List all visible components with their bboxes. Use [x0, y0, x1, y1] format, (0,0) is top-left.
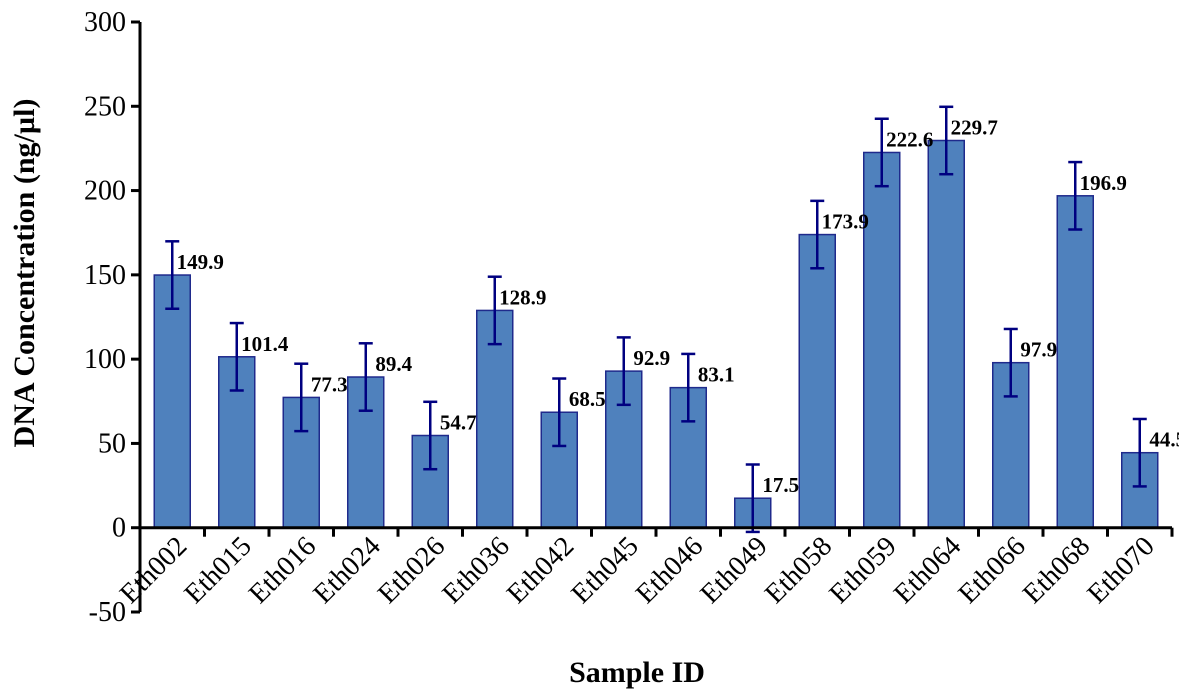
bar	[1056, 195, 1094, 529]
bar	[927, 139, 965, 529]
category-label: Eth045	[566, 531, 645, 610]
bar	[153, 274, 191, 529]
category-label: Eth059	[824, 531, 903, 610]
category-label: Eth066	[953, 531, 1032, 610]
data-label: 101.4	[241, 332, 289, 356]
y-axis-title: DNA Concentration (ng/µl)	[8, 99, 41, 448]
data-label: 196.9	[1080, 171, 1127, 195]
category-label: Eth016	[243, 531, 322, 610]
category-label: Eth068	[1017, 531, 1096, 610]
data-label: 97.9	[1020, 338, 1057, 362]
y-axis-ticks: 300 250 200 150 100 50 0 -50	[84, 7, 140, 628]
x-axis-title: Sample ID	[569, 656, 705, 689]
data-labels: 149.9 101.4 77.3 89.4 54.7 128.9 68.5 92.9 83.1 1…	[177, 116, 1179, 498]
error-bars	[165, 105, 1147, 534]
category-label: Eth064	[888, 531, 967, 610]
data-label: 222.6	[886, 127, 933, 151]
data-label: 89.4	[375, 352, 412, 376]
y-tick-label: 100	[84, 344, 126, 375]
category-label: Eth024	[308, 531, 387, 610]
category-label: Eth015	[179, 531, 258, 610]
data-label: 128.9	[499, 285, 546, 309]
y-tick-label: 200	[84, 176, 126, 207]
bar	[798, 233, 836, 529]
bar	[863, 151, 901, 529]
y-tick-label: -50	[89, 597, 126, 628]
category-label: Eth046	[630, 531, 709, 610]
data-label: 44.5	[1149, 428, 1179, 452]
category-label: Eth042	[501, 531, 580, 610]
data-label: 83.1	[698, 363, 735, 387]
category-label: Eth049	[695, 531, 774, 610]
y-tick-label: 150	[84, 260, 126, 291]
y-tick-label: 0	[112, 513, 126, 544]
data-label: 68.5	[569, 387, 606, 411]
category-label: Eth058	[759, 531, 838, 610]
y-tick-label: 300	[84, 7, 126, 38]
category-label: Eth070	[1082, 531, 1161, 610]
data-label: 77.3	[311, 372, 348, 396]
data-label: 173.9	[822, 210, 869, 234]
x-axis-ticks	[138, 527, 1174, 537]
y-tick-label: 50	[98, 428, 126, 459]
category-labels: Eth002Eth015Eth016Eth024Eth026Eth036Eth0…	[114, 531, 1161, 610]
data-label: 54.7	[440, 411, 477, 435]
data-label: 17.5	[762, 473, 799, 497]
data-label: 229.7	[951, 116, 998, 140]
data-label: 149.9	[177, 250, 224, 274]
data-label: 92.9	[633, 346, 670, 370]
bar	[476, 309, 514, 529]
bars	[153, 139, 1159, 529]
y-tick-label: 250	[84, 91, 126, 122]
category-label: Eth036	[437, 531, 516, 610]
category-label: Eth026	[372, 531, 451, 610]
